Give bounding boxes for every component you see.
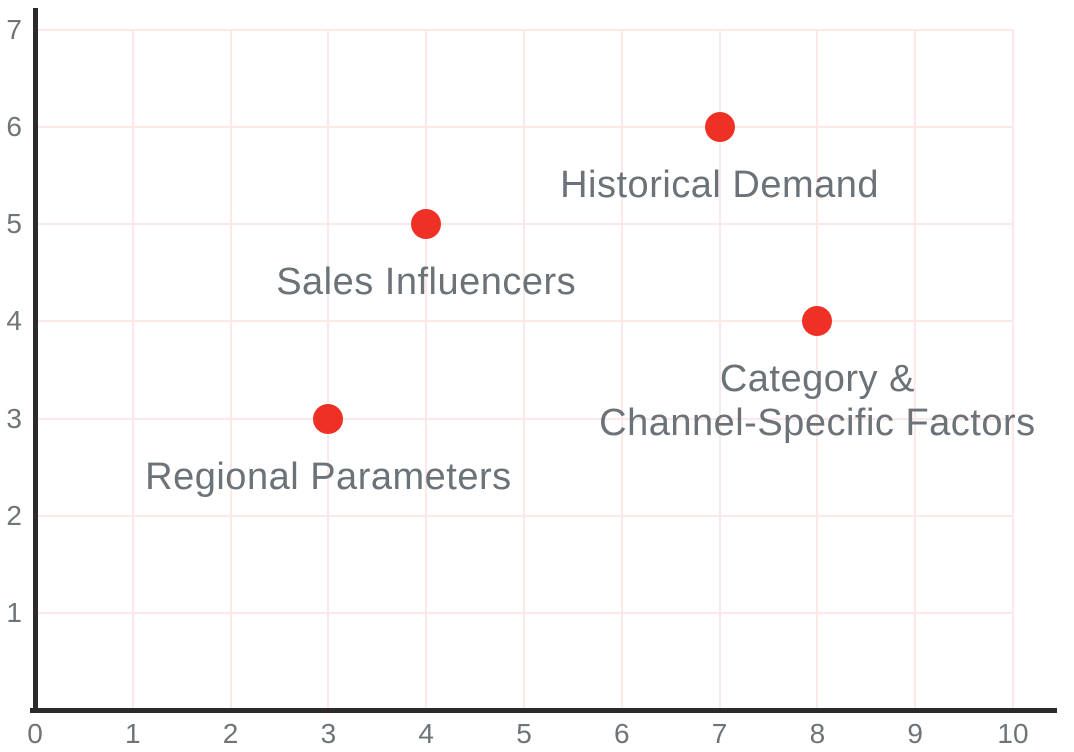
- gridline-x-3: [327, 30, 330, 710]
- y-tick-label-5: 5: [6, 208, 22, 240]
- gridline-x-9: [914, 30, 917, 710]
- y-tick-label-6: 6: [6, 111, 22, 143]
- data-point-category-channel-specific-factors: [802, 306, 833, 337]
- data-point-sales-influencers: [411, 209, 442, 240]
- data-point-regional-parameters: [313, 403, 344, 434]
- gridline-x-8: [816, 30, 819, 710]
- point-label-regional-parameters: Regional Parameters: [145, 455, 512, 498]
- x-axis-line: [30, 708, 1057, 713]
- y-tick-label-4: 4: [6, 305, 22, 337]
- y-tick-label-3: 3: [6, 402, 22, 434]
- point-label-historical-demand: Historical Demand: [560, 164, 880, 207]
- gridline-x-4: [425, 30, 428, 710]
- gridline-x-7: [718, 30, 721, 710]
- gridline-x-2: [229, 30, 232, 710]
- point-label-category-channel-specific-factors: Category & Channel-Specific Factors: [599, 358, 1036, 445]
- gridline-x-10: [1012, 30, 1014, 710]
- point-label-sales-influencers: Sales Influencers: [276, 261, 577, 304]
- gridline-x-5: [523, 30, 525, 710]
- x-tick-label-3: 3: [320, 718, 337, 749]
- x-tick-label-8: 8: [809, 718, 826, 749]
- y-tick-label-1: 1: [6, 596, 22, 628]
- y-axis-line: [33, 8, 38, 712]
- y-tick-label-7: 7: [6, 14, 22, 45]
- x-tick-label-7: 7: [711, 718, 728, 749]
- data-point-historical-demand: [704, 112, 735, 143]
- x-tick-label-2: 2: [222, 718, 239, 749]
- x-tick-label-1: 1: [125, 718, 141, 749]
- y-tick-label-2: 2: [6, 499, 22, 531]
- x-tick-label-5: 5: [516, 718, 532, 749]
- gridline-x-6: [620, 30, 623, 710]
- x-tick-label-6: 6: [614, 718, 630, 749]
- x-tick-label-10: 10: [997, 718, 1029, 749]
- x-tick-label-9: 9: [907, 718, 923, 749]
- gridline-x-1: [131, 30, 134, 710]
- x-tick-label-4: 4: [418, 718, 434, 749]
- x-tick-label-0: 0: [27, 718, 43, 749]
